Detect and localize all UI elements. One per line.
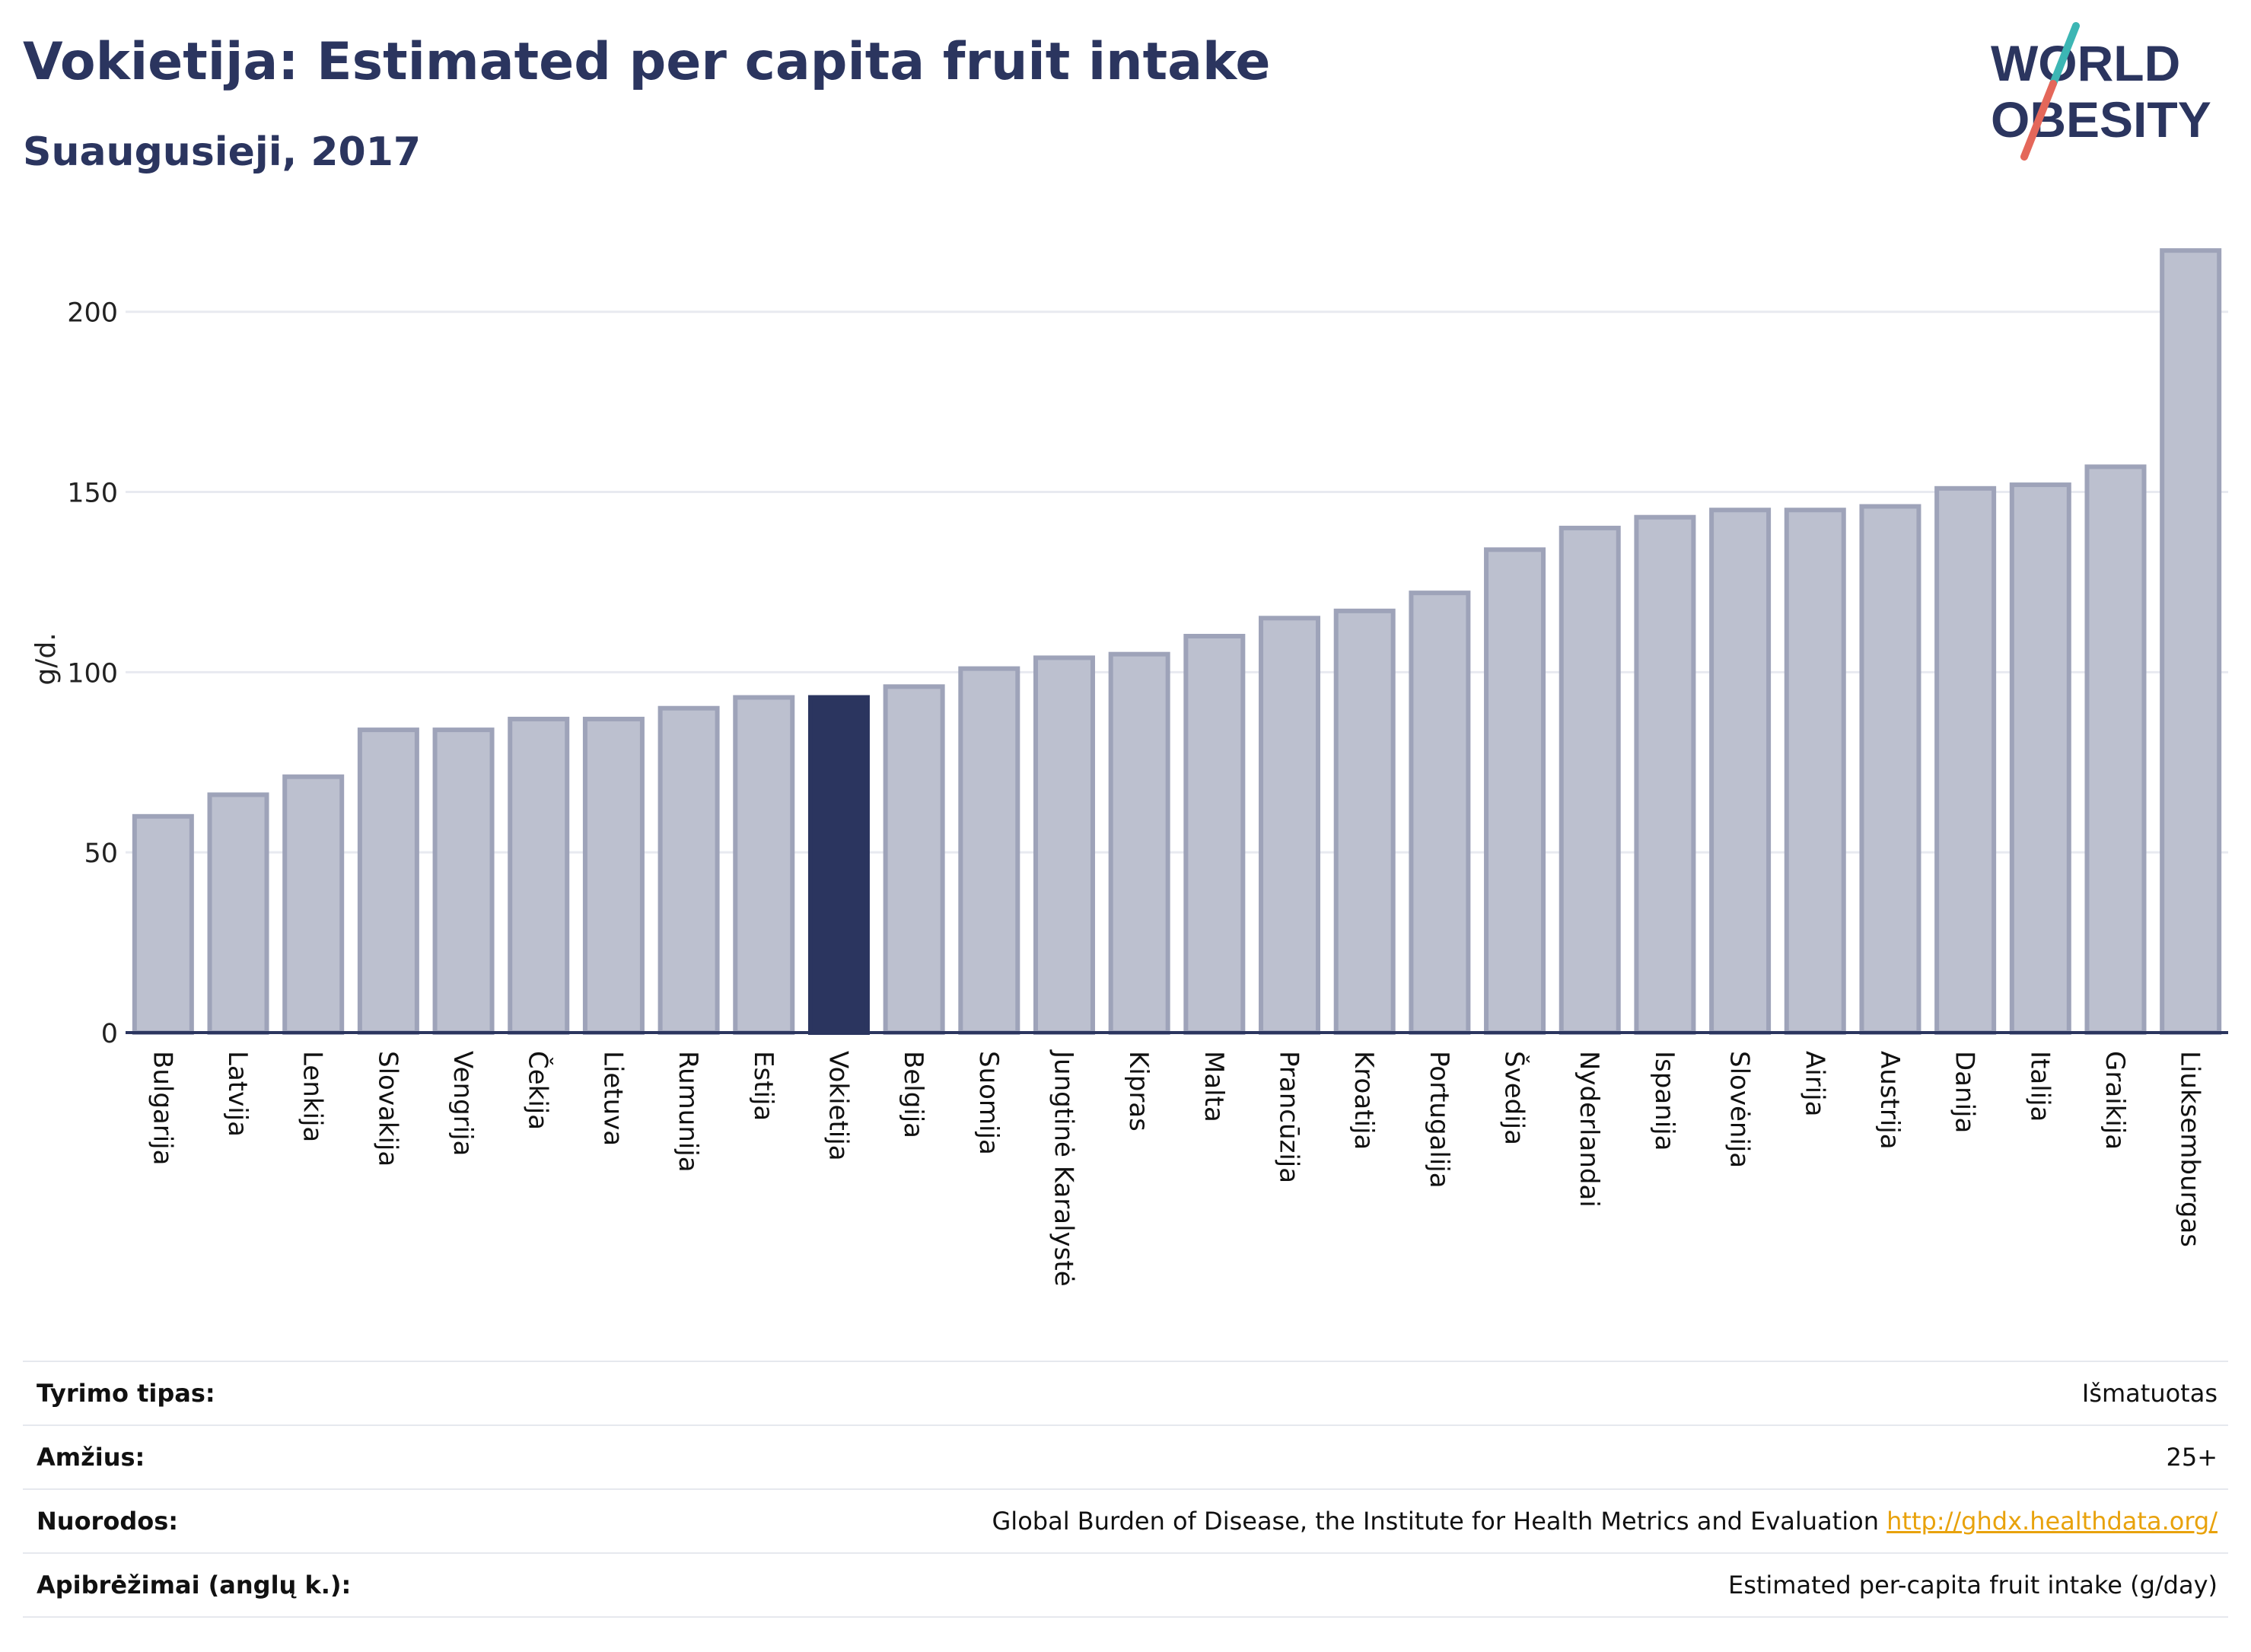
bar-18 [1409,590,1471,1035]
bar-20 [1559,525,1621,1035]
bar-8 [657,705,720,1036]
bar-23 [1784,508,1846,1035]
x-tick-label: Nyderlandai [1574,1051,1604,1208]
bar-7 [582,716,645,1035]
bar-chart: 0 50 100 150 200 g/d. Bulgarija Latvija Lenkija… [30,248,2228,1287]
x-tick-label: Graikija [2100,1051,2130,1150]
x-tick-label: Bulgarija [147,1051,177,1165]
x-tick-label: Prancūzija [1274,1051,1304,1183]
bar-3 [282,774,345,1036]
x-tick-label: Danija [1950,1051,1980,1133]
x-tick-label: Airija [1799,1051,1829,1116]
meta-value: 25+ [2166,1443,2218,1472]
bar-28 [2160,248,2222,1035]
y-tick-label: 200 [67,298,118,329]
y-tick-label: 50 [84,839,118,869]
bar-17 [1333,608,1396,1035]
x-tick-label: Estija [748,1051,778,1121]
bar-5 [432,727,495,1035]
bar-12 [958,666,1020,1035]
y-tick-label: 100 [67,658,118,689]
meta-value: Išmatuotas [2081,1379,2218,1408]
x-tick-label: Liuksemburgas [2175,1051,2205,1247]
logo-slash-coral [2020,80,2057,161]
meta-value-references: Global Burden of Disease, the Institute … [992,1507,2229,1536]
x-tick-label: Jungtinė Karalystė [1048,1049,1078,1287]
bar-16 [1259,616,1321,1035]
metadata-table: Tyrimo tipas: Išmatuotas Amžius: 25+ Nuo… [23,1361,2228,1618]
meta-row-references: Nuorodos: Global Burden of Disease, the … [23,1488,2228,1552]
chart-subtitle: Suaugusieji, 2017 [23,129,422,175]
x-tick-label: Lietuva [597,1051,628,1146]
x-tick-label: Kipras [1123,1051,1154,1132]
x-tick-label: Čekija [523,1051,554,1130]
x-tick-label: Švedija [1499,1051,1530,1145]
y-tick-label: 0 [101,1019,118,1049]
logo-line-world: WORLD [1991,35,2180,91]
meta-row-study-type: Tyrimo tipas: Išmatuotas [23,1361,2228,1424]
meta-row-age: Amžius: 25+ [23,1424,2228,1488]
x-tick-label: Slovėnija [1724,1051,1755,1168]
reference-text: Global Burden of Disease, the Institute … [992,1507,1879,1536]
x-tick-label: Vokietija [823,1051,853,1161]
x-tick-label: Belgija [898,1051,928,1138]
chart-title: Vokietija: Estimated per capita fruit in… [23,32,1271,92]
bar-10 [807,695,870,1035]
logo-slash-teal [2049,22,2080,88]
y-tick-label: 150 [67,479,118,509]
x-tick-label: Vengrija [447,1051,478,1156]
x-tick-label: Lenkija [298,1051,328,1142]
x-tick-label: Italija [2024,1051,2055,1122]
bar-21 [1634,514,1696,1035]
bar-14 [1108,651,1170,1035]
x-tick-label: Slovakija [372,1051,403,1167]
world-obesity-logo: WORLD OBESITY [1991,22,2211,161]
bar-24 [1859,504,1921,1035]
x-tick-label: Kroatija [1348,1051,1379,1150]
bars-layer [132,248,2222,1036]
bar-11 [883,684,945,1035]
bar-27 [2084,464,2147,1035]
y-axis-title: g/d. [30,632,62,685]
axis-layer: 0 50 100 150 200 g/d. [30,298,2228,1049]
bar-2 [207,792,269,1036]
bar-6 [508,716,570,1035]
meta-key: Apibrėžimai (anglų k.): [37,1571,352,1599]
reference-link[interactable]: http://ghdx.healthdata.org/ [1886,1507,2218,1536]
labels-layer: Bulgarija Latvija Lenkija Slovakija Vengrija… [147,1049,2205,1287]
x-tick-label: Ispanija [1649,1051,1679,1151]
bar-1 [132,813,194,1036]
bar-15 [1183,634,1246,1035]
bar-25 [1934,485,1997,1035]
meta-value: Estimated per-capita fruit intake (g/day… [1727,1571,2218,1599]
bar-22 [1709,508,1772,1035]
x-tick-label: Austrija [1874,1051,1905,1150]
bar-26 [2009,482,2071,1035]
meta-key: Tyrimo tipas: [37,1379,215,1408]
bar-4 [357,727,419,1035]
x-tick-label: Malta [1199,1051,1229,1122]
meta-key: Amžius: [37,1443,145,1472]
x-tick-label: Suomija [973,1051,1004,1155]
meta-key: Nuorodos: [37,1507,179,1536]
bar-19 [1484,547,1546,1035]
bar-13 [1033,655,1095,1035]
x-tick-label: Rumunija [673,1051,703,1173]
x-tick-label: Portugalija [1424,1051,1454,1189]
bar-9 [733,695,795,1035]
meta-row-definitions: Apibrėžimai (anglų k.): Estimated per-ca… [23,1552,2228,1618]
x-tick-label: Latvija [222,1051,253,1137]
